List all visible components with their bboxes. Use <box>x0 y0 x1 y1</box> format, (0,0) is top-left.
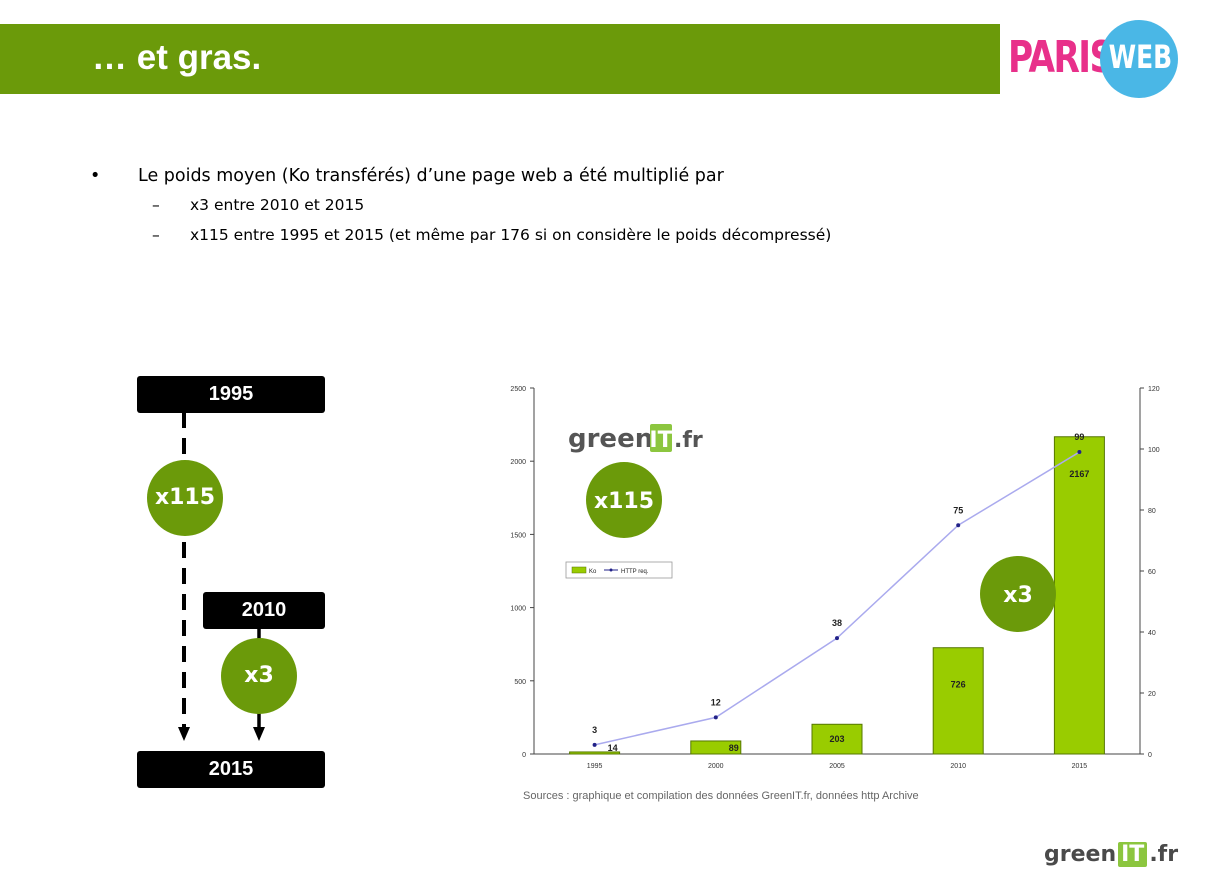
footer-logo-green: green <box>1044 842 1117 867</box>
y-tick-label: 1500 <box>510 532 526 539</box>
legend-box <box>565 561 673 579</box>
factor-x3-circle: x3 <box>221 638 297 714</box>
sub-bullet-text: x3 entre 2010 et 2015 <box>190 196 365 214</box>
line-data-label: 38 <box>832 618 842 628</box>
title-bar: … et gras. <box>0 24 1000 94</box>
line-data-label: 99 <box>1074 432 1084 442</box>
line-point <box>835 636 839 641</box>
y2-tick-label: 40 <box>1148 630 1156 637</box>
x-tick-label: 2000 <box>708 763 724 770</box>
line-point <box>956 523 961 528</box>
x-tick-label: 2005 <box>829 763 845 770</box>
y2-tick-label: 80 <box>1148 508 1156 515</box>
bullet-text: Le poids moyen (Ko transférés) d’une pag… <box>138 166 724 186</box>
overlay-x3-label: x3 <box>1003 583 1033 608</box>
line-data-label: 3 <box>592 725 597 735</box>
line-data-label: 12 <box>711 697 721 707</box>
logo-circle: WEB <box>1100 20 1178 98</box>
greenit-footer-logo: green IT .fr <box>1044 842 1178 867</box>
year-2010-box: 2010 <box>203 592 325 629</box>
line-point <box>1077 450 1082 455</box>
weight-chart: 0 500 1000 1500 2000 2500 0 20 40 60 80 100 120 1995 2… <box>510 386 1160 770</box>
logo-word-paris: PARIS <box>1008 32 1114 83</box>
y-tick-label: 0 <box>522 752 526 759</box>
footer-logo-tld: .fr <box>1149 842 1179 867</box>
paris-web-logo: PARIS WEB <box>1008 20 1178 98</box>
bar <box>932 647 984 755</box>
bar <box>569 751 621 755</box>
legend-swatch-point <box>609 568 613 572</box>
sub-bullet-dash: – <box>152 196 160 214</box>
chart-logo-it-box <box>650 424 672 452</box>
line-point <box>713 715 718 720</box>
y2-tick-label: 0 <box>1148 752 1152 759</box>
x-tick-label: 2010 <box>950 763 966 770</box>
bar-data-label: 14 <box>608 743 618 753</box>
y-tick-label: 2000 <box>510 459 526 466</box>
footer-logo-it: IT <box>1118 842 1148 867</box>
x-tick-label: 2015 <box>1072 763 1088 770</box>
y-tick-label: 500 <box>514 679 526 686</box>
chart-logo-tld: .fr <box>674 428 703 453</box>
y2-tick-label: 60 <box>1148 569 1156 576</box>
y2-tick-label: 120 <box>1148 386 1160 393</box>
legend-swatch-bar <box>571 566 587 574</box>
legend-label: Ko <box>589 569 597 575</box>
overlay-x115-label: x115 <box>594 489 654 514</box>
year-2015-box: 2015 <box>137 751 325 788</box>
bar <box>1053 436 1105 755</box>
source-note: Sources : graphique et compilation des d… <box>523 790 919 802</box>
chart-logo-it: IT <box>649 428 672 453</box>
bar-data-label: 2167 <box>1069 469 1089 479</box>
bar <box>811 723 863 755</box>
bullet-marker: • <box>90 166 101 186</box>
overlay-x115-circle <box>586 462 662 538</box>
timeline-arrows <box>178 412 265 741</box>
x-tick-label: 1995 <box>587 763 603 770</box>
bar-data-label: 726 <box>951 680 966 690</box>
y-tick-label: 2500 <box>510 386 526 393</box>
sub-bullet-dash: – <box>152 226 160 244</box>
y-tick-label: 1000 <box>510 606 526 613</box>
bar <box>690 740 742 755</box>
y2-tick-label: 100 <box>1148 447 1160 454</box>
legend-label: HTTP req. <box>621 569 649 575</box>
year-1995-box: 1995 <box>137 376 325 413</box>
line-data-label: 75 <box>953 505 963 515</box>
sub-bullet-text: x115 entre 1995 et 2015 (et même par 176… <box>190 226 832 244</box>
factor-x115-circle: x115 <box>147 460 223 536</box>
y2-tick-label: 20 <box>1148 691 1156 698</box>
overlay-x3-circle <box>980 556 1056 632</box>
slide-title: … et gras. <box>92 38 262 77</box>
logo-word-web: WEB <box>1108 38 1173 76</box>
bar-data-label: 89 <box>729 743 739 753</box>
chart-logo-green: green <box>568 424 653 454</box>
line-point <box>592 742 597 747</box>
bar-data-label: 203 <box>829 734 844 744</box>
